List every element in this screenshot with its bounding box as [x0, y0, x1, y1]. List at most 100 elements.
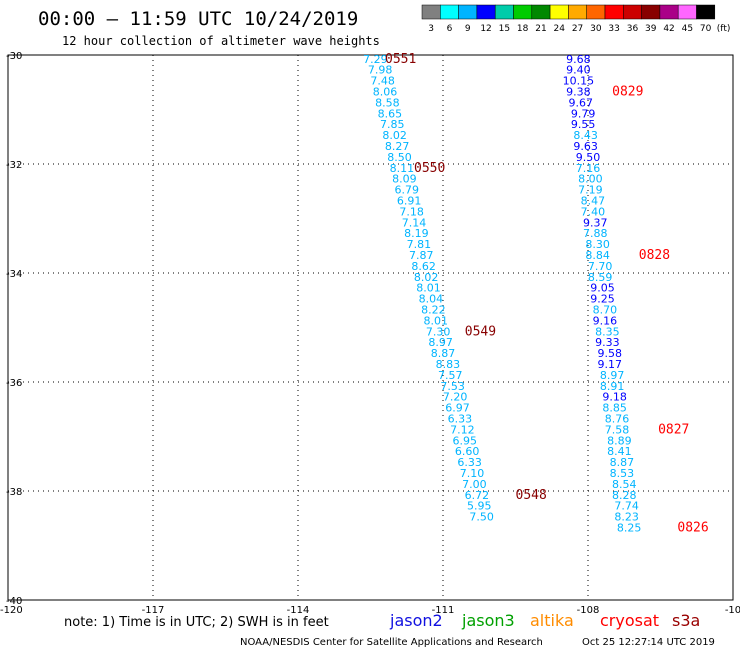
- wave-height-value: 8.01: [416, 282, 441, 295]
- colorbar-legend: 3 6 9 12 15 18 21 24 27 30 33 36 39 42 45 70 (ft): [421, 4, 731, 34]
- y-tick-label: -30: [6, 51, 22, 62]
- wave-height-value: 8.35: [595, 325, 620, 338]
- colorbar-label: 12: [480, 24, 491, 34]
- wave-height-value: 8.02: [382, 129, 407, 142]
- wave-height-value: 9.55: [571, 118, 596, 131]
- wave-height-value: 7.81: [407, 238, 432, 251]
- time-label: 0826: [677, 521, 708, 536]
- wave-height-value: 6.97: [445, 402, 470, 415]
- wave-height-value: 8.87: [431, 347, 456, 360]
- wave-height-value: 7.12: [450, 423, 475, 436]
- wave-height-value: 7.85: [380, 118, 405, 131]
- wave-height-value: 9.63: [573, 140, 598, 153]
- wave-height-value: 8.27: [385, 140, 410, 153]
- wave-height-value: 5.95: [467, 500, 492, 513]
- colorbar-label: 6: [447, 24, 453, 34]
- wave-height-value: 8.09: [392, 173, 417, 186]
- legend-item-jason3: jason3: [461, 611, 515, 630]
- wave-height-value: 7.10: [460, 467, 485, 480]
- colorbar-swatch: [641, 4, 661, 20]
- wave-height-value: 7.87: [409, 249, 434, 262]
- colorbar-swatch: [421, 4, 441, 20]
- colorbar-swatch: [513, 4, 533, 20]
- wave-height-value: 9.18: [602, 391, 627, 404]
- wave-height-value: 8.84: [585, 249, 610, 262]
- colorbar-label: 42: [663, 24, 674, 34]
- chart-subtitle: 12 hour collection of altimeter wave hei…: [62, 34, 380, 48]
- wave-height-value: 8.87: [610, 456, 635, 469]
- timestamp-text: Oct 25 12:27:14 UTC 2019: [582, 637, 715, 648]
- wave-height-value: 7.16: [576, 162, 601, 175]
- colorbar-label: 33: [608, 24, 619, 34]
- colorbar-swatch: [568, 4, 587, 20]
- wave-height-value: 7.88: [583, 227, 608, 240]
- wave-height-value: 8.01: [424, 314, 449, 327]
- wave-height-value: 6.95: [453, 434, 478, 447]
- footer-note: note: 1) Time is in UTC; 2) SWH is in fe…: [64, 615, 329, 630]
- wave-height-value: 9.40: [566, 64, 591, 77]
- wave-height-value: 7.30: [426, 325, 451, 338]
- wave-height-value: 7.19: [578, 184, 603, 197]
- wave-height-value: 9.05: [590, 282, 615, 295]
- credit-text: NOAA/NESDIS Center for Satellite Applica…: [240, 637, 543, 648]
- colorbar-swatch: [604, 4, 624, 20]
- y-tick-label: -40: [6, 596, 22, 607]
- wave-height-value: 9.16: [593, 314, 618, 327]
- wave-height-value: 8.89: [607, 434, 632, 447]
- wave-height-value: 9.37: [583, 216, 608, 229]
- x-tick-label: -114: [287, 605, 310, 616]
- colorbar-swatch: [476, 4, 496, 20]
- x-tick-label: -111: [432, 605, 455, 616]
- time-label: 0827: [658, 422, 689, 437]
- wave-height-value: 7.70: [588, 260, 613, 273]
- legend-item-altika: altika: [530, 611, 574, 630]
- wave-height-value: 6.33: [457, 456, 482, 469]
- wave-height-value: 8.28: [612, 489, 637, 502]
- legend-item-jason2: jason2: [389, 611, 443, 630]
- wave-height-value: 8.83: [436, 358, 461, 371]
- colorbar-swatch: [659, 4, 679, 20]
- wave-height-value: 8.54: [612, 478, 637, 491]
- wave-height-value: 8.70: [593, 304, 618, 317]
- wave-height-value: 6.33: [448, 413, 473, 426]
- wave-height-value: 8.22: [421, 304, 446, 317]
- time-label: 0548: [516, 488, 547, 503]
- axis-ticks: -117 -114 -111 -108 -10 -30 -32 -34 -36 -38 -40-12…: [0, 51, 740, 616]
- wave-height-value: 8.30: [585, 238, 610, 251]
- wave-height-value: 9.33: [595, 336, 620, 349]
- colorbar-swatch: [586, 4, 606, 20]
- wave-height-value: 8.62: [411, 260, 436, 273]
- wave-height-value: 8.06: [373, 86, 398, 99]
- wave-height-value: 6.91: [397, 195, 422, 208]
- wave-height-value: 8.47: [581, 195, 606, 208]
- colorbar-label: 3: [428, 24, 434, 34]
- wave-height-value: 8.11: [390, 162, 415, 175]
- satellite-legend: jason2 jason3 altika cryosat s3a: [389, 611, 700, 630]
- wave-height-value: 7.98: [368, 64, 393, 77]
- wave-height-value: 7.53: [440, 380, 465, 393]
- track-a: 7.297.987.488.068.588.657.858.028.278.50…: [363, 52, 547, 524]
- wave-height-value: 7.29: [363, 53, 388, 66]
- wave-height-value: 8.50: [387, 151, 412, 164]
- x-tick-label: -108: [577, 605, 600, 616]
- wave-height-value: 7.74: [614, 500, 639, 513]
- wave-height-value: 7.18: [399, 205, 424, 218]
- wave-height-value: 9.68: [566, 53, 591, 66]
- wave-height-value: 8.41: [607, 445, 632, 458]
- wave-height-value: 8.02: [414, 271, 439, 284]
- colorbar-label: 18: [517, 24, 529, 34]
- colorbar-label: 27: [572, 24, 583, 34]
- colorbar-unit: (ft): [717, 24, 731, 34]
- colorbar-label: 70: [700, 24, 712, 34]
- wave-height-value: 8.04: [419, 293, 444, 306]
- wave-height-value: 8.23: [614, 511, 639, 524]
- track-b: 9.689.4010.159.389.679.799.558.439.639.5…: [563, 53, 709, 536]
- wave-height-value: 8.97: [428, 336, 453, 349]
- colorbar-swatch: [494, 4, 514, 20]
- colorbar-label: 36: [627, 24, 639, 34]
- time-label: 0549: [465, 324, 496, 339]
- wave-height-value: 9.38: [566, 86, 591, 99]
- legend-item-cryosat: cryosat: [600, 611, 659, 630]
- colorbar-swatch: [531, 4, 551, 20]
- wave-height-value: 8.65: [378, 107, 403, 120]
